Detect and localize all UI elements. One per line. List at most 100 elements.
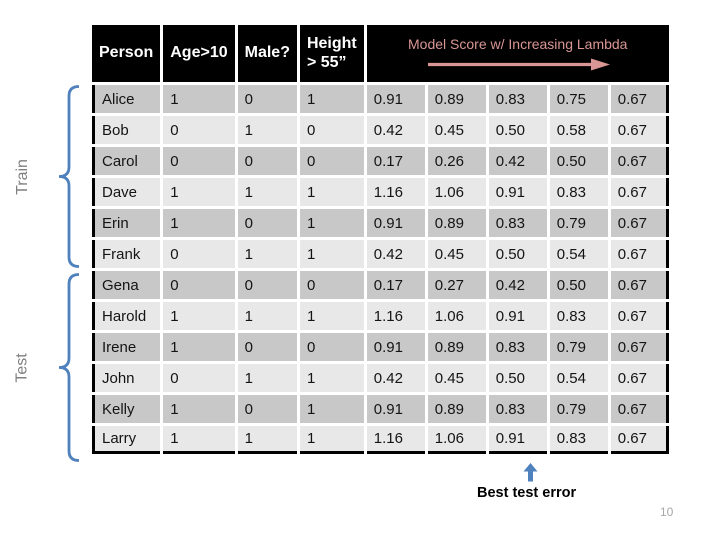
score-cell: 0.42 (366, 116, 425, 144)
feature-cell: 0 (299, 116, 364, 144)
table-row: Bob 0 1 0 0.42 0.45 0.50 0.58 0.67 (92, 116, 669, 144)
score-cell: 1.16 (366, 302, 425, 330)
person-cell: Gena (92, 271, 161, 299)
feature-cell: 1 (299, 302, 364, 330)
score-cell: 0.83 (549, 426, 608, 454)
score-cell: 0.17 (366, 147, 425, 175)
score-cell: 0.67 (610, 178, 669, 206)
score-cell: 0.54 (549, 240, 608, 268)
feature-cell: 1 (299, 209, 364, 237)
score-cell: 0.89 (427, 85, 486, 113)
score-cell: 0.42 (366, 240, 425, 268)
score-cell: 0.83 (488, 209, 547, 237)
feature-cell: 0 (237, 395, 297, 423)
feature-cell: 1 (299, 364, 364, 392)
score-cell: 0.67 (610, 364, 669, 392)
table-row: Dave 1 1 1 1.16 1.06 0.91 0.83 0.67 (92, 178, 669, 206)
score-cell: 0.67 (610, 426, 669, 454)
score-cell: 0.75 (549, 85, 608, 113)
score-cell: 0.89 (427, 333, 486, 361)
table-body: Alice 1 0 1 0.91 0.89 0.83 0.75 0.67 Bob 0 1 0 0.42 0.… (92, 85, 669, 454)
person-cell: Frank (92, 240, 161, 268)
table-row: John 0 1 1 0.42 0.45 0.50 0.54 0.67 (92, 364, 669, 392)
person-cell: Erin (92, 209, 161, 237)
feature-cell: 1 (237, 426, 297, 454)
score-cell: 0.50 (488, 116, 547, 144)
feature-cell: 1 (163, 85, 235, 113)
test-group-label: Test (4, 272, 42, 463)
score-cell: 0.67 (610, 147, 669, 175)
score-cell: 0.50 (488, 240, 547, 268)
score-cell: 0.83 (549, 178, 608, 206)
score-cell: 0.45 (427, 240, 486, 268)
feature-cell: 1 (163, 209, 235, 237)
score-cell: 0.50 (549, 147, 608, 175)
score-cell: 1.16 (366, 178, 425, 206)
score-cell: 0.67 (610, 85, 669, 113)
score-cell: 0.42 (488, 147, 547, 175)
score-cell: 0.67 (610, 302, 669, 330)
score-cell: 0.91 (366, 395, 425, 423)
score-cell: 1.06 (427, 178, 486, 206)
table-row: Irene 1 0 0 0.91 0.89 0.83 0.79 0.67 (92, 333, 669, 361)
score-cell: 0.67 (610, 209, 669, 237)
score-cell: 1.16 (366, 426, 425, 454)
increasing-lambda-arrow-icon (371, 58, 665, 71)
score-cell: 0.50 (488, 364, 547, 392)
feature-cell: 0 (163, 364, 235, 392)
model-score-header-label: Model Score w/ Increasing Lambda (408, 36, 628, 53)
score-cell: 0.42 (488, 271, 547, 299)
score-cell: 0.67 (610, 116, 669, 144)
feature-cell: 0 (163, 240, 235, 268)
score-cell: 0.79 (549, 395, 608, 423)
person-cell: Kelly (92, 395, 161, 423)
table-row: Carol 0 0 0 0.17 0.26 0.42 0.50 0.67 (92, 147, 669, 175)
person-cell: John (92, 364, 161, 392)
score-cell: 0.91 (488, 426, 547, 454)
train-brace-icon (56, 84, 82, 269)
feature-cell: 1 (163, 333, 235, 361)
best-test-error-label: Best test error (477, 485, 577, 501)
feature-cell: 1 (237, 240, 297, 268)
data-table: Person Age>10 Male? Height > 55” Model S… (89, 22, 672, 457)
feature-cell: 0 (163, 147, 235, 175)
score-cell: 0.17 (366, 271, 425, 299)
feature-cell: 1 (299, 395, 364, 423)
person-cell: Harold (92, 302, 161, 330)
score-cell: 0.58 (549, 116, 608, 144)
score-cell: 1.06 (427, 302, 486, 330)
test-brace-icon (56, 272, 82, 463)
feature-cell: 1 (237, 116, 297, 144)
train-group-label-text: Train (13, 158, 31, 195)
score-cell: 0.67 (610, 395, 669, 423)
feature-cell: 0 (237, 209, 297, 237)
feature-cell: 0 (163, 271, 235, 299)
col-header-age: Age>10 (163, 25, 235, 82)
score-cell: 0.89 (427, 209, 486, 237)
person-cell: Bob (92, 116, 161, 144)
col-header-model-score: Model Score w/ Increasing Lambda (366, 25, 669, 82)
score-cell: 0.67 (610, 240, 669, 268)
score-cell: 0.83 (488, 395, 547, 423)
page-number: 10 (660, 505, 674, 519)
table-row: Erin 1 0 1 0.91 0.89 0.83 0.79 0.67 (92, 209, 669, 237)
train-group-label: Train (4, 84, 42, 269)
feature-cell: 1 (299, 178, 364, 206)
table-header-row: Person Age>10 Male? Height > 55” Model S… (92, 25, 669, 82)
table-row: Kelly 1 0 1 0.91 0.89 0.83 0.79 0.67 (92, 395, 669, 423)
col-header-male: Male? (237, 25, 297, 82)
score-cell: 0.42 (366, 364, 425, 392)
feature-cell: 0 (299, 271, 364, 299)
person-cell: Alice (92, 85, 161, 113)
person-cell: Dave (92, 178, 161, 206)
feature-cell: 1 (163, 395, 235, 423)
score-cell: 0.91 (366, 85, 425, 113)
feature-cell: 0 (237, 271, 297, 299)
score-cell: 0.27 (427, 271, 486, 299)
col-header-height: Height > 55” (299, 25, 364, 82)
score-cell: 0.83 (488, 333, 547, 361)
score-cell: 0.50 (549, 271, 608, 299)
feature-cell: 0 (163, 116, 235, 144)
score-cell: 0.67 (610, 333, 669, 361)
